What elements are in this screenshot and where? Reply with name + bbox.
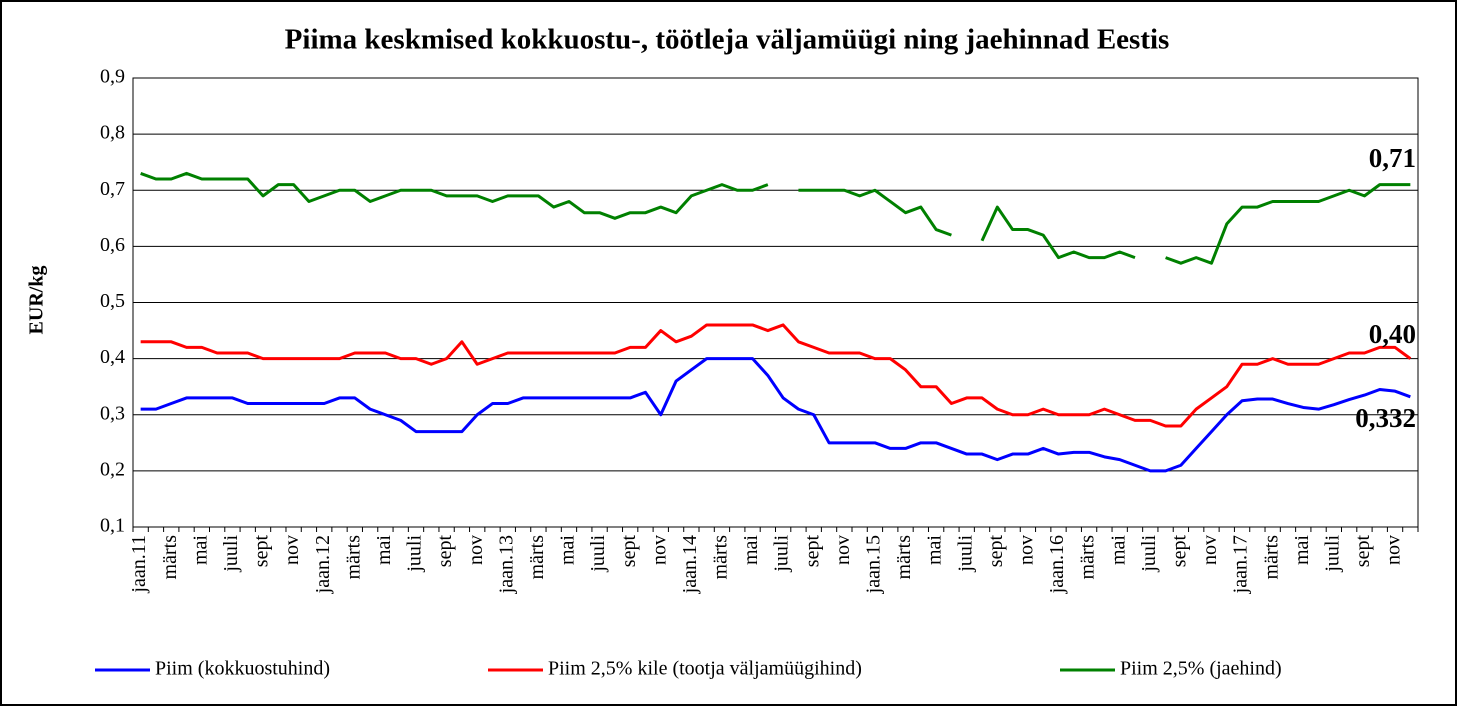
end-value-label: 0,40 xyxy=(1369,319,1416,349)
x-tick-label: sept xyxy=(434,535,456,568)
series-line xyxy=(140,171,1411,265)
x-tick-label: sept xyxy=(251,535,273,568)
end-value-label: 0,71 xyxy=(1369,143,1416,173)
y-tick-label: 0,5 xyxy=(100,290,125,312)
x-tick-label: nov xyxy=(832,535,854,565)
end-value-label: 0,332 xyxy=(1355,403,1416,433)
x-tick-label: märts xyxy=(710,535,732,580)
x-tick-label: juuli xyxy=(954,535,976,573)
x-tick-label: jaan.13 xyxy=(495,535,517,594)
x-tick-label: nov xyxy=(1016,535,1038,565)
legend-label: Piim 2,5% kile (tootja väljamüügihind) xyxy=(548,658,862,680)
x-tick-label: jaan.15 xyxy=(863,535,885,594)
x-tick-label: juuli xyxy=(220,535,242,573)
x-tick-label: mai xyxy=(740,535,762,565)
x-tick-label: juuli xyxy=(1321,535,1343,573)
y-tick-label: 0,9 xyxy=(100,66,125,88)
x-tick-label: juuli xyxy=(771,535,793,573)
x-tick-label: jaan.12 xyxy=(312,535,334,594)
y-tick-label: 0,1 xyxy=(100,515,125,537)
series-line xyxy=(140,357,1411,473)
y-axis-label: EUR/kg xyxy=(26,266,48,335)
x-tick-label: märts xyxy=(1077,535,1099,580)
x-tick-label: märts xyxy=(342,535,364,580)
y-tick-label: 0,7 xyxy=(100,178,125,200)
series-line xyxy=(140,323,1412,428)
x-tick-label: märts xyxy=(526,535,548,580)
x-tick-label: nov xyxy=(281,535,303,565)
x-tick-label: märts xyxy=(1260,535,1282,580)
x-tick-label: jaan.14 xyxy=(679,535,701,594)
y-tick-label: 0,6 xyxy=(100,234,125,256)
x-tick-label: jaan.16 xyxy=(1046,535,1068,594)
x-tick-label: jaan.11 xyxy=(128,535,150,594)
x-tick-label: sept xyxy=(1168,535,1190,568)
x-tick-label: märts xyxy=(159,535,181,580)
x-tick-label: mai xyxy=(189,535,211,565)
x-tick-label: nov xyxy=(1383,535,1405,565)
x-tick-label: sept xyxy=(1352,535,1374,568)
x-tick-label: juuli xyxy=(1138,535,1160,573)
x-tick-label: sept xyxy=(985,535,1007,568)
x-tick-label: mai xyxy=(1291,535,1313,565)
x-tick-label: sept xyxy=(801,535,823,568)
x-tick-label: juuli xyxy=(404,535,426,573)
legend-label: Piim 2,5% (jaehind) xyxy=(1120,658,1282,680)
x-tick-label: sept xyxy=(618,535,640,568)
y-tick-label: 0,2 xyxy=(100,458,125,480)
x-tick-label: nov xyxy=(465,535,487,565)
x-tick-label: mai xyxy=(557,535,579,565)
x-tick-label: märts xyxy=(893,535,915,580)
y-tick-label: 0,4 xyxy=(100,346,125,368)
x-tick-label: nov xyxy=(648,535,670,565)
x-tick-label: mai xyxy=(1107,535,1129,565)
y-tick-label: 0,3 xyxy=(100,402,125,424)
x-tick-label: jaan.17 xyxy=(1230,535,1252,594)
legend-label: Piim (kokkuostuhind) xyxy=(155,658,330,680)
x-tick-label: mai xyxy=(373,535,395,565)
y-tick-label: 0,8 xyxy=(100,122,125,144)
x-tick-label: juuli xyxy=(587,535,609,573)
x-tick-label: nov xyxy=(1199,535,1221,565)
chart-title: Piima keskmised kokkuostu-, töötleja väl… xyxy=(285,24,1170,56)
x-tick-label: mai xyxy=(924,535,946,565)
